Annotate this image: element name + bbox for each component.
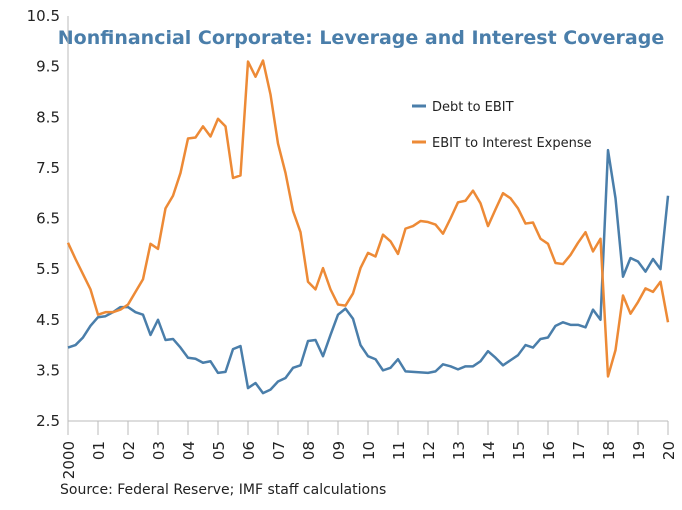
y-tick-label: 9.5 [36,58,60,76]
y-tick-label: 8.5 [36,108,60,126]
x-tick-label: 19 [630,441,648,460]
series-line [67,148,670,395]
x-tick-label: 09 [330,441,348,460]
y-tick-label: 5.5 [36,260,60,278]
x-tick-label: 03 [150,441,168,460]
source-note: Source: Federal Reserve; IMF staff calcu… [60,482,386,498]
x-tick-label: 18 [600,441,618,460]
y-tick-label: 2.5 [36,412,60,430]
series-line [66,59,670,378]
x-tick-label: 04 [180,441,198,460]
x-tick-label: 05 [210,441,228,460]
x-tick-label: 12 [420,441,438,460]
y-tick-label: 10.5 [27,7,60,25]
x-tick-label: 15 [510,441,528,460]
y-tick-label: 3.5 [36,361,60,379]
x-tick-label: 13 [450,441,468,460]
x-tick-label: 20 [660,441,678,460]
y-tick-label: 4.5 [36,311,60,329]
x-tick-label: 02 [120,441,138,460]
y-tick-label: 7.5 [36,159,60,177]
x-tick-label: 2000 [60,441,78,479]
x-tick-label: 17 [570,441,588,460]
x-tick-label: 14 [480,441,498,460]
x-tick-label: 06 [240,441,258,460]
x-tick-label: 08 [300,441,318,460]
x-tick-label: 01 [90,441,108,460]
x-tick-label: 11 [390,441,408,460]
x-tick-label: 16 [540,441,558,460]
y-tick-label: 6.5 [36,210,60,228]
x-tick-label: 10 [360,441,378,460]
legend-label: EBIT to Interest Expense [432,136,592,151]
x-tick-label: 07 [270,441,288,460]
chart-title: Nonfinancial Corporate: Leverage and Int… [58,27,664,49]
legend-label: Debt to EBIT [432,100,514,115]
